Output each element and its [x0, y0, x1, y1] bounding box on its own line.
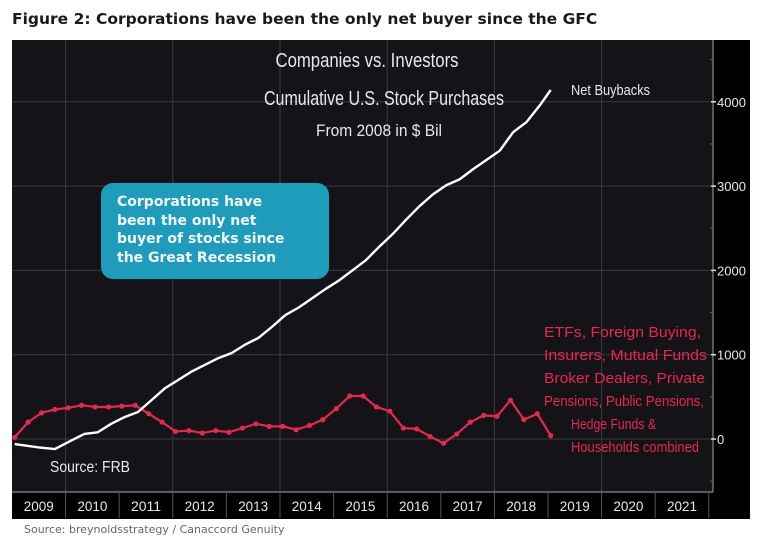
callout-line: been the only net: [117, 212, 257, 229]
other-investors-point: [360, 393, 366, 399]
other-investors-point: [440, 440, 447, 446]
other-investors-point: [427, 433, 433, 440]
chart-subtitle-1: Cumulative U.S. Stock Purchases: [264, 88, 504, 110]
figure-title: Figure 2: Corporations have been the onl…: [12, 10, 598, 28]
x-tick-label: 2021: [667, 498, 697, 514]
other-investors-point: [293, 427, 299, 433]
net-buybacks-label: Net Buybacks: [571, 82, 650, 99]
x-axis: 2009 2010 2011 2012 2013 2014 2015 2016 2017 2018…: [12, 491, 750, 519]
y-tick-label: 2000: [717, 263, 746, 278]
chart-subtitle-2: From 2008 in $ Bil: [316, 121, 442, 140]
other-investors-label: ETFs, Foreign Buying, Insurers, Mutual Fu…: [544, 324, 707, 456]
other-investors-point: [239, 425, 246, 431]
source-frb-annotation: Source: FRB: [50, 459, 130, 476]
x-tick-label: 2016: [399, 498, 429, 514]
y-tick-label: 1000: [717, 348, 746, 363]
other-investors-point: [52, 406, 58, 413]
x-tick-label: 2009: [24, 498, 54, 514]
source-note: Source: breynoldsstrategy / Canaccord Ge…: [24, 523, 285, 536]
other-investors-label-line: Households combined: [571, 439, 699, 456]
callout-line: the Great Recession: [117, 249, 277, 266]
x-tick-label: 2018: [506, 498, 536, 514]
y-tick-label: 3000: [717, 179, 746, 194]
other-investors-point: [105, 404, 112, 410]
other-investors-point: [347, 393, 353, 399]
other-investors-label-line: ETFs, Foreign Buying,: [544, 324, 701, 341]
other-investors-point: [481, 412, 487, 418]
other-investors-point: [65, 405, 71, 411]
x-axis-band: [12, 492, 750, 519]
other-investors-point: [79, 402, 85, 408]
other-investors-point: [266, 423, 272, 429]
chart-titles: Companies vs. Investors Cumulative U.S. …: [264, 50, 504, 140]
callout-line: Corporations have: [117, 194, 263, 210]
other-investors-point: [333, 406, 339, 412]
y-tick-label: 0: [717, 432, 724, 447]
other-investors-point: [494, 413, 500, 419]
other-investors-point: [159, 419, 165, 425]
other-investors-point: [38, 410, 45, 416]
x-tick-label: 2011: [131, 498, 161, 514]
x-tick-label: 2017: [453, 498, 483, 514]
other-investors-point: [199, 430, 205, 436]
other-investors-label-line: Insurers, Mutual Funds: [544, 347, 707, 364]
x-tick-label: 2013: [238, 498, 268, 514]
other-investors-point: [467, 419, 473, 425]
net-buybacks-line: [14, 89, 552, 451]
callout-line: buyer of stocks since: [117, 231, 285, 247]
other-investors-label-line: Hedge Funds &: [571, 416, 656, 433]
other-investors-label-line: Pensions, Public Pensions,: [544, 393, 704, 410]
series-group: [12, 89, 554, 451]
x-tick-label: 2015: [345, 498, 375, 514]
other-investors-point: [186, 427, 192, 434]
other-investors-label-line: Broker Dealers, Private: [544, 370, 705, 387]
other-investors-point: [132, 402, 138, 408]
other-investors-point: [400, 425, 406, 431]
other-investors-point: [414, 426, 420, 432]
x-tick-label: 2020: [613, 498, 643, 514]
other-investors-point: [119, 403, 125, 409]
x-tick-label: 2012: [185, 498, 215, 514]
other-investors-point: [12, 434, 18, 440]
other-investors-point: [25, 419, 31, 425]
chart-title: Companies vs. Investors: [276, 50, 459, 72]
other-investors-point: [172, 428, 179, 435]
other-investors-point: [521, 417, 527, 423]
x-tick-label: 2019: [560, 498, 590, 514]
other-investors-point: [387, 408, 393, 414]
other-investors-point: [213, 427, 219, 434]
y-axis: 0 1000 2000 3000 4000: [710, 40, 746, 492]
other-investors-point: [146, 411, 152, 417]
x-tick-label: 2014: [292, 498, 322, 514]
other-investors-point: [534, 411, 540, 417]
other-investors-point: [226, 429, 232, 435]
other-investors-point: [373, 404, 380, 410]
other-investors-point: [548, 433, 554, 439]
y-tick-label: 4000: [717, 95, 746, 110]
other-investors-point: [454, 431, 460, 437]
other-investors-point: [253, 421, 259, 427]
other-investors-point: [306, 422, 313, 429]
other-investors-point: [507, 397, 514, 403]
callout-box: Corporations have been the only net buye…: [101, 183, 329, 279]
other-investors-point: [320, 417, 326, 423]
x-tick-label: 2010: [77, 498, 107, 514]
other-investors-point: [92, 404, 98, 410]
other-investors-point: [280, 423, 286, 429]
